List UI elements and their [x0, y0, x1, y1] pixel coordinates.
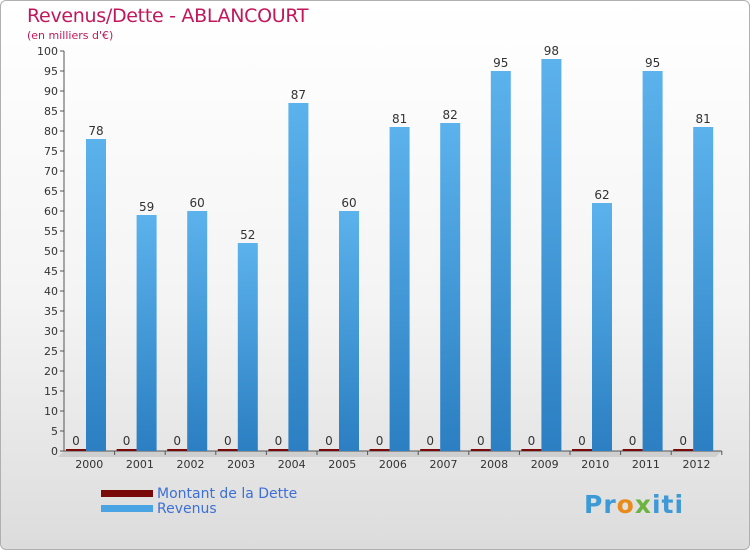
x-tick-label: 2000	[75, 458, 103, 471]
y-tick-label: 85	[44, 105, 58, 118]
x-tick-label: 2003	[227, 458, 255, 471]
y-tick-label: 70	[44, 165, 58, 178]
y-tick-label: 80	[44, 125, 58, 138]
y-tick-label: 55	[44, 225, 58, 238]
debt-bar	[521, 449, 542, 451]
revenue-bar	[187, 211, 208, 451]
debt-bar	[319, 449, 339, 451]
revenue-bar	[136, 215, 157, 451]
debt-data-label: 0	[275, 434, 283, 448]
revenue-data-label: 60	[341, 196, 356, 210]
chart-title: Revenus/Dette - ABLANCOURT	[27, 5, 309, 27]
x-tick-label: 2009	[531, 458, 559, 471]
debt-bar	[167, 449, 188, 451]
x-tick-label: 2006	[379, 458, 407, 471]
revenue-data-label: 60	[190, 196, 205, 210]
revenue-data-label: 52	[240, 228, 255, 242]
debt-bar	[268, 449, 289, 451]
revenue-data-label: 81	[392, 112, 407, 126]
revenue-data-label: 95	[645, 56, 660, 70]
debt-data-label: 0	[679, 434, 687, 448]
x-axis-base	[58, 451, 722, 457]
debt-data-label: 0	[376, 434, 384, 448]
debt-bar	[622, 449, 643, 451]
debt-data-label: 0	[426, 434, 434, 448]
legend-swatch-dette	[101, 490, 153, 497]
revenue-bar	[693, 127, 714, 451]
debt-data-label: 0	[123, 434, 131, 448]
revenue-data-label: 62	[594, 188, 609, 202]
revenue-bar	[490, 71, 511, 451]
debt-data-label: 0	[629, 434, 637, 448]
debt-data-label: 0	[325, 434, 333, 448]
x-tick-label: 2005	[328, 458, 356, 471]
revenue-bar	[86, 139, 106, 451]
x-tick-label: 2004	[278, 458, 306, 471]
legend-item-revenus: Revenus	[101, 500, 297, 517]
x-tick-label: 2012	[683, 458, 711, 471]
y-tick-label: 75	[44, 145, 58, 158]
revenue-data-label: 81	[696, 112, 711, 126]
y-tick-label: 5	[51, 425, 58, 438]
y-tick-label: 90	[44, 85, 58, 98]
debt-bar	[66, 449, 86, 451]
legend-label-dette: Montant de la Dette	[157, 485, 298, 502]
debt-data-label: 0	[224, 434, 232, 448]
revenue-data-label: 82	[443, 108, 458, 122]
revenue-bar	[288, 103, 309, 451]
y-tick-label: 100	[37, 45, 58, 58]
proxiti-logo: Proxiti	[584, 490, 685, 519]
debt-bar	[217, 449, 238, 451]
y-tick-label: 0	[51, 445, 58, 458]
chart-subtitle: (en milliers d'€)	[27, 29, 114, 42]
y-tick-label: 10	[44, 405, 58, 418]
debt-bar	[673, 449, 694, 451]
debt-data-label: 0	[173, 434, 181, 448]
x-tick-label: 2008	[480, 458, 508, 471]
x-tick-label: 2010	[581, 458, 609, 471]
legend: Montant de la Dette Revenus	[101, 485, 298, 517]
y-tick-label: 25	[44, 345, 58, 358]
y-tick-label: 95	[44, 65, 58, 78]
y-tick-label: 30	[44, 325, 58, 338]
revenue-data-label: 59	[139, 200, 154, 214]
y-tick-label: 45	[44, 265, 58, 278]
debt-bar	[369, 449, 390, 451]
debt-data-label: 0	[477, 434, 485, 448]
revenue-bar	[440, 123, 461, 451]
revenue-data-label: 98	[544, 44, 559, 58]
revenue-bar	[642, 71, 663, 451]
revenue-data-label: 78	[88, 124, 103, 138]
x-tick-label: 2007	[430, 458, 458, 471]
y-tick-label: 65	[44, 185, 58, 198]
debt-data-label: 0	[72, 434, 80, 448]
legend-item-dette: Montant de la Dette	[101, 485, 298, 502]
revenue-data-label: 87	[291, 88, 306, 102]
revenue-bar	[592, 203, 612, 451]
y-tick-label: 60	[44, 205, 58, 218]
y-tick-label: 40	[44, 285, 58, 298]
revenue-bar	[237, 243, 258, 451]
debt-data-label: 0	[528, 434, 536, 448]
legend-label-revenus: Revenus	[157, 500, 217, 517]
revenue-bar	[389, 127, 410, 451]
revenue-data-label: 95	[493, 56, 508, 70]
y-tick-label: 20	[44, 365, 58, 378]
debt-bar	[572, 449, 592, 451]
y-tick-label: 35	[44, 305, 58, 318]
revenue-bar	[541, 59, 562, 451]
y-tick-label: 50	[44, 245, 58, 258]
x-tick-label: 2011	[632, 458, 660, 471]
debt-data-label: 0	[578, 434, 586, 448]
legend-swatch-revenus	[101, 505, 153, 512]
debt-bar	[116, 449, 137, 451]
debt-bar	[420, 449, 441, 451]
debt-bar	[470, 449, 491, 451]
x-tick-label: 2001	[126, 458, 154, 471]
revenue-bar	[339, 211, 359, 451]
x-tick-label: 2002	[177, 458, 205, 471]
y-tick-label: 15	[44, 385, 58, 398]
